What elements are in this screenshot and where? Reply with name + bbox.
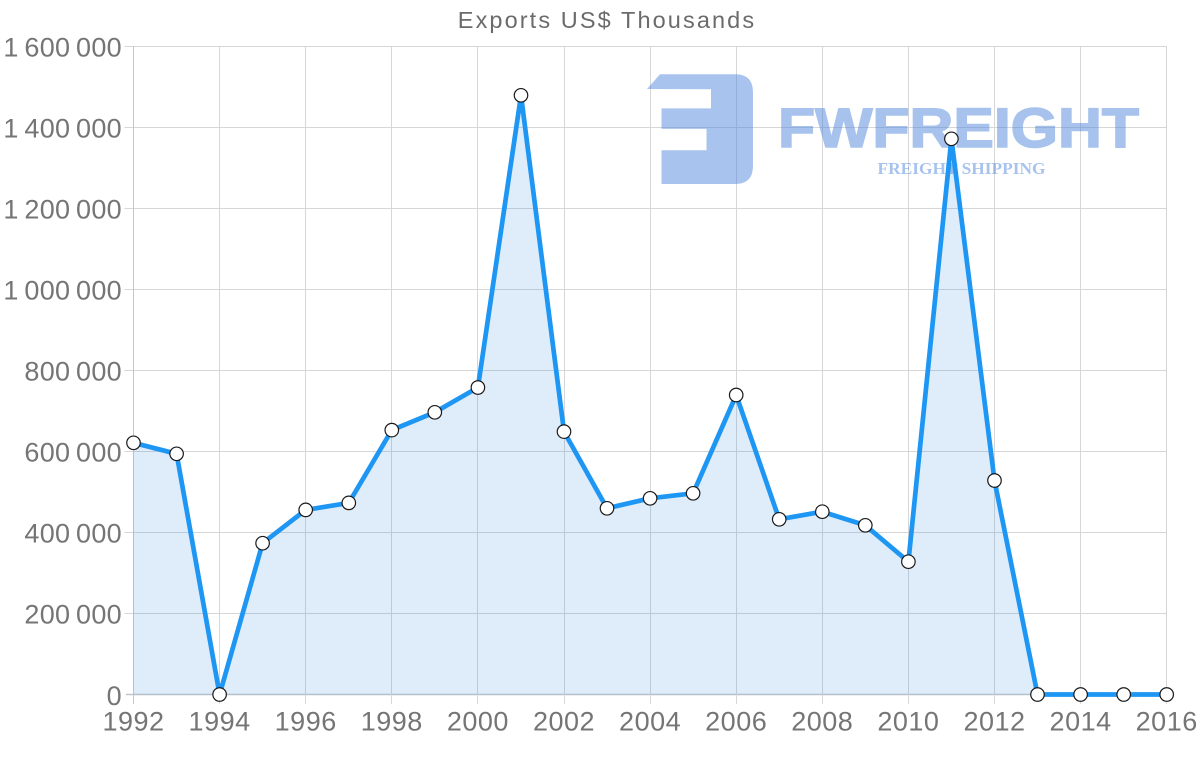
svg-text:1992: 1992: [102, 706, 164, 736]
svg-text:Exports US$ Thousands: Exports US$ Thousands: [458, 7, 756, 33]
svg-text:400 000: 400 000: [24, 519, 122, 549]
svg-text:1 000 000: 1 000 000: [3, 276, 122, 306]
svg-text:800 000: 800 000: [24, 357, 122, 387]
svg-text:1 200 000: 1 200 000: [3, 194, 122, 224]
svg-text:2014: 2014: [1050, 706, 1112, 736]
svg-text:0: 0: [107, 681, 122, 711]
svg-text:1994: 1994: [189, 706, 251, 736]
svg-text:1 400 000: 1 400 000: [3, 113, 122, 143]
svg-text:2010: 2010: [877, 706, 939, 736]
svg-text:2008: 2008: [791, 706, 853, 736]
svg-text:FWFREIGHT: FWFREIGHT: [778, 96, 1139, 159]
svg-text:2006: 2006: [705, 706, 767, 736]
svg-text:1998: 1998: [361, 706, 423, 736]
svg-text:1996: 1996: [275, 706, 337, 736]
svg-text:600 000: 600 000: [24, 438, 122, 468]
svg-text:1 600 000: 1 600 000: [3, 32, 122, 62]
svg-text:2002: 2002: [533, 706, 595, 736]
svg-text:2012: 2012: [963, 706, 1025, 736]
svg-text:2016: 2016: [1136, 706, 1198, 736]
svg-text:2004: 2004: [619, 706, 681, 736]
svg-text:FREIGHT SHIPPING: FREIGHT SHIPPING: [878, 159, 1046, 178]
svg-text:200 000: 200 000: [24, 600, 122, 630]
svg-text:2000: 2000: [447, 706, 509, 736]
